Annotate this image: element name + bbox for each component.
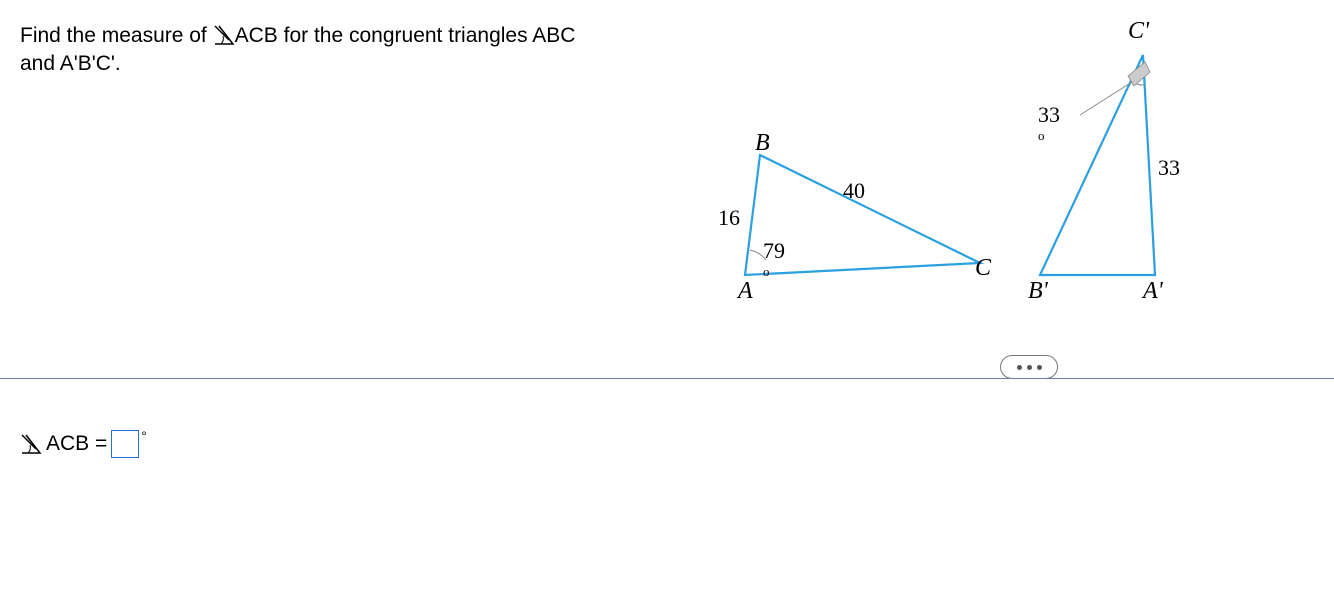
vertex-cprime-label: C' xyxy=(1128,18,1149,45)
dot-icon xyxy=(1017,365,1022,370)
answer-row: ACB = ° xyxy=(20,430,149,458)
answer-input[interactable] xyxy=(111,430,139,458)
answer-lhs: ACB = xyxy=(46,432,107,456)
degree-symbol: ° xyxy=(141,428,147,444)
side-ca-label: 33 xyxy=(1158,155,1180,181)
vertex-aprime-label: A' xyxy=(1143,278,1163,305)
angle-icon xyxy=(20,433,42,455)
section-divider xyxy=(0,378,1334,379)
dot-icon xyxy=(1027,365,1032,370)
more-options-button[interactable] xyxy=(1000,355,1058,379)
vertex-bprime-label: B' xyxy=(1028,278,1048,305)
dot-icon xyxy=(1037,365,1042,370)
angle-cprime-value: 33 o xyxy=(1038,102,1060,154)
